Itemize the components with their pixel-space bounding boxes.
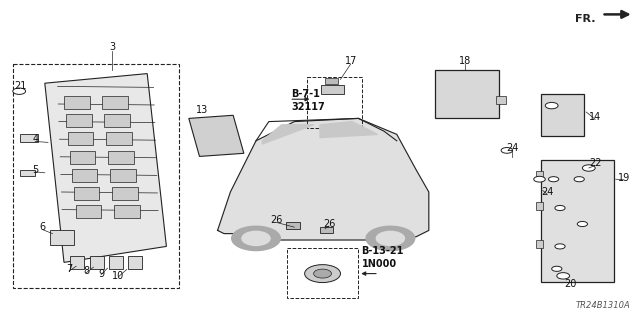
Bar [189, 115, 244, 156]
Text: 7: 7 [66, 264, 72, 274]
Text: FR.: FR. [575, 13, 595, 24]
Circle shape [13, 88, 26, 94]
Bar [496, 96, 506, 104]
Text: 21: 21 [14, 81, 27, 92]
Circle shape [555, 244, 565, 249]
Text: 24: 24 [506, 143, 518, 153]
Text: 4: 4 [32, 134, 38, 144]
Bar [541, 160, 614, 282]
Bar [112, 187, 138, 200]
Bar [536, 171, 543, 179]
Bar [321, 85, 344, 94]
Circle shape [574, 177, 584, 182]
Bar [114, 205, 140, 218]
Bar [307, 77, 362, 128]
Bar [70, 256, 84, 269]
Circle shape [366, 226, 415, 251]
Bar [108, 151, 134, 164]
Bar [102, 96, 128, 109]
Text: 20: 20 [564, 279, 577, 289]
Bar [286, 222, 300, 229]
Circle shape [501, 148, 513, 153]
Circle shape [548, 177, 559, 182]
Text: B-7-1
32117: B-7-1 32117 [291, 89, 325, 112]
Bar [320, 227, 333, 233]
Polygon shape [218, 118, 429, 240]
Bar [109, 256, 123, 269]
Circle shape [314, 269, 332, 278]
Text: 19: 19 [618, 172, 630, 183]
Bar [435, 70, 499, 118]
Bar [20, 134, 38, 142]
Bar [110, 169, 136, 182]
Bar [70, 151, 95, 164]
Bar [325, 78, 338, 84]
Text: 13: 13 [195, 105, 208, 116]
Text: 24: 24 [541, 187, 554, 197]
Bar [20, 170, 35, 176]
Text: 22: 22 [589, 158, 602, 168]
Bar [66, 114, 92, 127]
Bar [104, 114, 130, 127]
Bar [106, 132, 132, 145]
Bar [50, 230, 74, 245]
Text: 26: 26 [323, 219, 335, 229]
Text: 9: 9 [98, 268, 104, 279]
Bar [64, 96, 90, 109]
Circle shape [552, 266, 562, 271]
Text: 18: 18 [458, 56, 471, 67]
Circle shape [305, 265, 340, 283]
Text: 5: 5 [32, 164, 38, 175]
Bar [74, 187, 99, 200]
Text: 3: 3 [109, 42, 115, 52]
Text: TR24B1310A: TR24B1310A [575, 301, 630, 310]
Text: B-13-21
1N000: B-13-21 1N000 [362, 246, 404, 269]
Bar [128, 256, 142, 269]
Bar [76, 205, 101, 218]
Circle shape [232, 226, 280, 251]
Bar [72, 169, 97, 182]
Bar [541, 94, 584, 136]
Circle shape [534, 176, 545, 182]
Bar [68, 132, 93, 145]
Polygon shape [320, 122, 378, 138]
Circle shape [557, 273, 570, 279]
Text: 6: 6 [40, 222, 46, 232]
Bar [90, 256, 104, 269]
Circle shape [545, 102, 558, 109]
Circle shape [555, 205, 565, 211]
Circle shape [582, 165, 595, 171]
Polygon shape [45, 74, 166, 262]
Bar [13, 64, 179, 288]
Text: 10: 10 [112, 271, 125, 281]
Bar [536, 202, 543, 210]
Bar [536, 240, 543, 248]
Text: 8: 8 [83, 266, 90, 276]
Circle shape [376, 231, 404, 245]
Bar [287, 248, 358, 298]
Polygon shape [262, 125, 314, 144]
Circle shape [577, 221, 588, 227]
Text: 26: 26 [270, 215, 283, 225]
Circle shape [242, 231, 270, 245]
Text: 14: 14 [589, 112, 602, 122]
Text: 17: 17 [344, 56, 357, 67]
